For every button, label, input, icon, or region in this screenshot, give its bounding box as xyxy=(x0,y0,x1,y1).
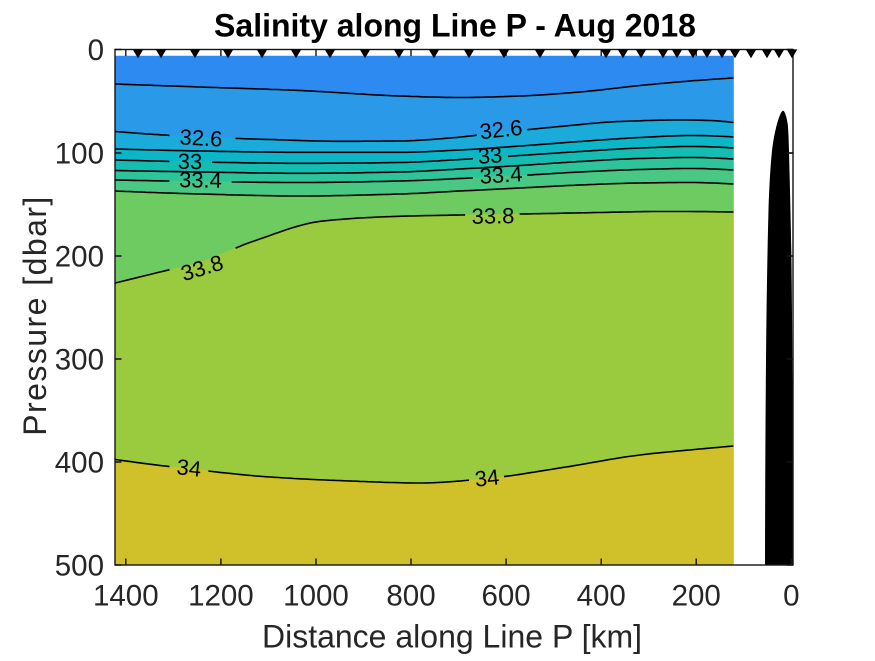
svg-text:400: 400 xyxy=(577,580,626,613)
svg-text:600: 600 xyxy=(481,580,530,613)
svg-text:400: 400 xyxy=(55,446,104,479)
svg-text:200: 200 xyxy=(55,240,104,273)
svg-text:33: 33 xyxy=(477,142,503,169)
svg-text:0: 0 xyxy=(783,580,799,613)
svg-text:32.6: 32.6 xyxy=(478,115,523,144)
svg-text:1000: 1000 xyxy=(283,580,349,613)
svg-text:33.8: 33.8 xyxy=(471,203,514,229)
svg-text:33.4: 33.4 xyxy=(179,167,222,193)
svg-text:200: 200 xyxy=(672,580,721,613)
svg-text:33.4: 33.4 xyxy=(479,161,523,189)
svg-text:32.6: 32.6 xyxy=(179,124,223,151)
svg-text:Distance along Line P [km]: Distance along Line P [km] xyxy=(262,619,642,655)
svg-text:0: 0 xyxy=(88,34,104,67)
svg-text:33: 33 xyxy=(178,149,203,174)
svg-text:34: 34 xyxy=(176,454,203,481)
svg-text:Salinity along Line P - Aug 20: Salinity along Line P - Aug 2018 xyxy=(214,7,696,43)
svg-text:1400: 1400 xyxy=(93,580,159,613)
svg-text:800: 800 xyxy=(386,580,435,613)
svg-text:34: 34 xyxy=(474,464,501,491)
svg-text:1200: 1200 xyxy=(188,580,254,613)
svg-text:300: 300 xyxy=(55,343,104,376)
svg-text:500: 500 xyxy=(55,549,104,582)
svg-text:100: 100 xyxy=(55,137,104,170)
svg-text:Pressure [dbar]: Pressure [dbar] xyxy=(17,195,53,436)
